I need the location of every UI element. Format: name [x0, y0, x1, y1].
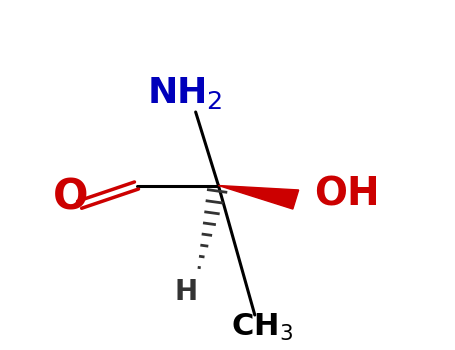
Text: CH$_3$: CH$_3$ — [231, 312, 293, 343]
Text: NH$_2$: NH$_2$ — [147, 75, 222, 111]
Text: H: H — [175, 278, 198, 306]
Polygon shape — [218, 186, 298, 209]
Text: OH: OH — [314, 175, 379, 213]
Text: O: O — [53, 177, 88, 219]
